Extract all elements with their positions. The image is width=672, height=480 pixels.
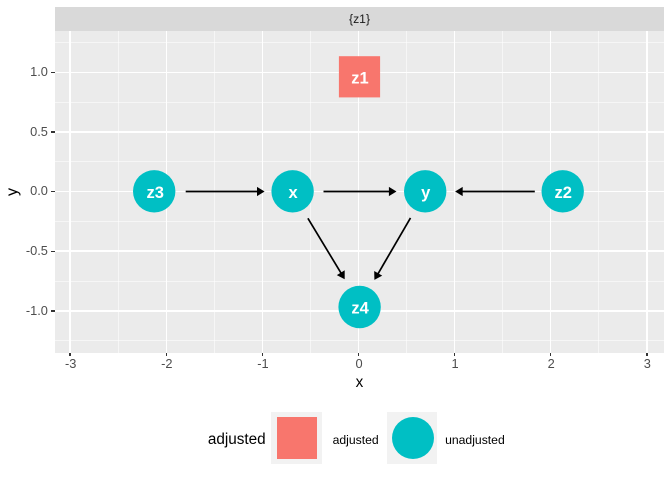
svg-text:z2: z2 [554, 184, 571, 202]
svg-text:y: y [421, 184, 431, 202]
svg-text:x: x [289, 184, 299, 202]
svg-text:z3: z3 [146, 184, 163, 202]
svg-text:z1: z1 [351, 70, 368, 88]
svg-text:z4: z4 [351, 300, 369, 318]
